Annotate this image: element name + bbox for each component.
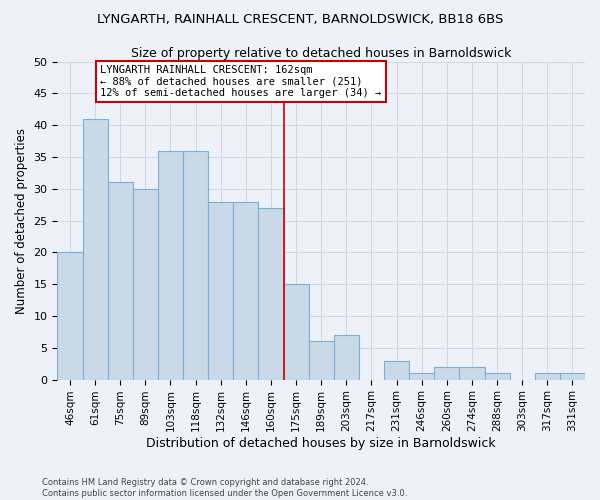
Text: Contains HM Land Registry data © Crown copyright and database right 2024.
Contai: Contains HM Land Registry data © Crown c… <box>42 478 407 498</box>
X-axis label: Distribution of detached houses by size in Barnoldswick: Distribution of detached houses by size … <box>146 437 496 450</box>
Bar <box>208 202 233 380</box>
Bar <box>409 373 434 380</box>
Bar <box>158 150 183 380</box>
Bar <box>460 367 485 380</box>
Y-axis label: Number of detached properties: Number of detached properties <box>15 128 28 314</box>
Bar <box>58 252 83 380</box>
Bar <box>183 150 208 380</box>
Bar <box>535 373 560 380</box>
Bar <box>284 284 308 380</box>
Bar <box>334 335 359 380</box>
Title: Size of property relative to detached houses in Barnoldswick: Size of property relative to detached ho… <box>131 48 511 60</box>
Bar <box>233 202 259 380</box>
Bar <box>384 360 409 380</box>
Text: LYNGARTH, RAINHALL CRESCENT, BARNOLDSWICK, BB18 6BS: LYNGARTH, RAINHALL CRESCENT, BARNOLDSWIC… <box>97 12 503 26</box>
Text: LYNGARTH RAINHALL CRESCENT: 162sqm
← 88% of detached houses are smaller (251)
12: LYNGARTH RAINHALL CRESCENT: 162sqm ← 88%… <box>100 65 382 98</box>
Bar <box>259 208 284 380</box>
Bar <box>308 342 334 380</box>
Bar <box>485 373 509 380</box>
Bar <box>434 367 460 380</box>
Bar <box>107 182 133 380</box>
Bar <box>83 119 107 380</box>
Bar <box>133 189 158 380</box>
Bar <box>560 373 585 380</box>
